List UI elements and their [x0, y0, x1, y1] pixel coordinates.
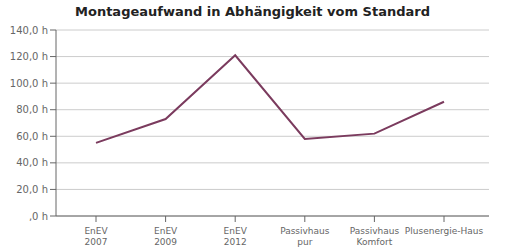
svg-text:100,0 h: 100,0 h — [10, 78, 48, 89]
svg-text:EnEV2007: EnEV2007 — [84, 226, 108, 247]
svg-text:80,0 h: 80,0 h — [16, 104, 48, 115]
svg-text:,0 h: ,0 h — [29, 211, 48, 222]
svg-text:20,0 h: 20,0 h — [16, 184, 48, 195]
svg-text:Passivhauspur: Passivhauspur — [280, 226, 330, 247]
svg-text:EnEV2012: EnEV2012 — [224, 226, 248, 247]
svg-text:140,0 h: 140,0 h — [10, 25, 48, 36]
svg-text:EnEV2009: EnEV2009 — [154, 226, 178, 247]
svg-text:60,0 h: 60,0 h — [16, 131, 48, 142]
svg-text:Plusenergie-Haus: Plusenergie-Haus — [405, 226, 484, 236]
svg-text:120,0 h: 120,0 h — [10, 51, 48, 62]
svg-text:40,0 h: 40,0 h — [16, 157, 48, 168]
svg-text:PassivhausKomfort: PassivhausKomfort — [350, 226, 400, 247]
html-text:Montageaufwand in Abhängigkeit: Montageaufwand in Abhängigkeit vom Stand… — [75, 4, 430, 19]
